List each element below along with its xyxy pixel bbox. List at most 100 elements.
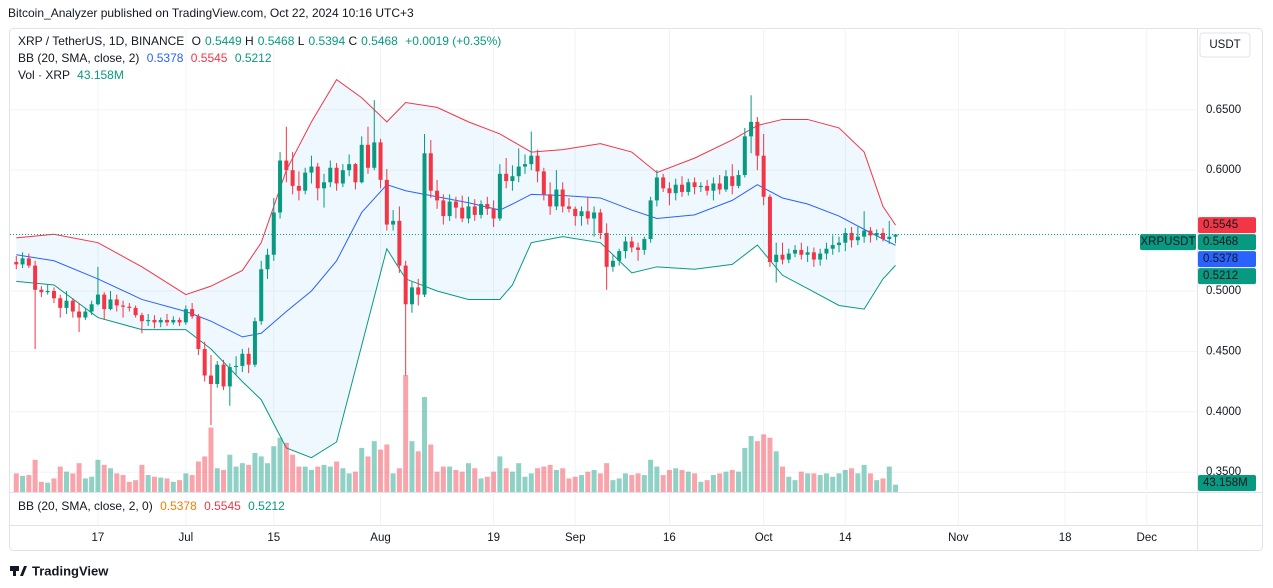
legend-vol-name: Vol · XRP [18,68,70,82]
candle-body [566,206,571,209]
candle-body [623,241,628,252]
volume-bar [849,468,855,492]
price-box-label: 0.5212 [1203,270,1238,282]
candle-body [774,254,779,262]
volume-bar [874,480,880,492]
volume-bar [867,473,873,492]
candle-body [114,299,119,306]
candle-body [83,311,88,318]
volume-bar [685,471,691,492]
volume-bar [352,471,358,492]
candle-body [391,220,396,225]
candle-body [692,182,697,188]
volume-bar [585,471,591,492]
volume-bar [447,466,453,492]
candle-body [485,204,490,209]
volume-bar [767,437,773,492]
volume-bar [516,463,522,492]
candle-body [127,306,132,308]
volume-bar [842,469,848,492]
volume-bar [579,475,585,492]
volume-bar [811,473,817,492]
volume-bar [114,473,120,492]
candle-body [654,177,659,201]
candle-body [880,233,885,240]
volume-bar [214,468,220,492]
volume-bar [698,481,704,492]
candle-body [278,160,283,213]
candle-body [749,121,754,137]
candle-body [717,183,722,190]
candle-body [33,265,38,290]
candle-body [667,188,672,194]
candle-body [384,179,389,225]
candle-body [529,155,534,165]
volume-bar [195,461,201,492]
candle-body [723,176,728,190]
volume-bar [271,446,277,492]
grid [10,28,1197,525]
volume-bar [880,478,886,492]
candle-body [855,236,860,241]
candle-body [296,185,301,191]
volume-bar [717,473,723,492]
volume-bar [779,466,785,492]
volume-bar [64,471,70,492]
volume-bar [233,466,239,492]
volume-bar [736,471,742,492]
candle-body [843,233,848,243]
legend-open: 0.5449 [205,34,242,48]
candle-body [598,212,603,234]
volume-bar [893,484,899,492]
symbol-box [1140,234,1196,251]
volume-bar [535,468,541,492]
candle-body [686,182,691,192]
candle-body [642,239,647,250]
volume-bar [597,473,603,492]
candle-body [535,155,540,172]
footer-logo: TradingView [10,563,109,578]
candle-body [221,364,226,387]
legend-bb-basis: 0.5378 [147,51,184,65]
volume-bar [547,464,553,492]
volume-bar [522,476,528,492]
volume-bar [754,441,760,492]
legend-bb-name: BB (20, SMA, close, 2) [18,51,139,65]
candle-body [309,166,314,173]
x-tick-label: 17 [92,532,105,544]
volume-bar [823,473,829,492]
volume-bar [635,473,641,492]
volume-bar [139,464,145,492]
candle-body [610,260,615,267]
y-tick-label: 0.6000 [1206,164,1241,176]
volume-bar [246,464,252,492]
candle-body [328,167,333,183]
volume-bar [403,375,409,492]
candle-body [146,319,151,322]
volume-bar [440,466,446,492]
volume-bar [729,469,735,492]
volume-bar [679,469,685,492]
volume-bar [164,478,170,492]
candle-body [780,254,785,260]
legend-change: +0.0019 (+0.35%) [405,34,501,48]
candle-body [58,298,63,308]
candle-body [761,155,766,197]
volume-bar [51,478,57,492]
candle-body [45,290,50,293]
candle-body [334,167,339,184]
volume-bar [227,454,233,492]
currency-button[interactable] [1199,32,1251,58]
volume-bar [528,473,534,492]
candle-body [252,321,257,365]
candle-body [491,208,496,219]
volume-bar [723,471,729,492]
candle-body [497,173,502,219]
candle-body [102,294,107,310]
candle-body [661,177,666,189]
volume-bar [346,473,352,492]
candle-body [353,164,358,183]
volume-bar [396,468,402,492]
candle-body [504,173,509,182]
